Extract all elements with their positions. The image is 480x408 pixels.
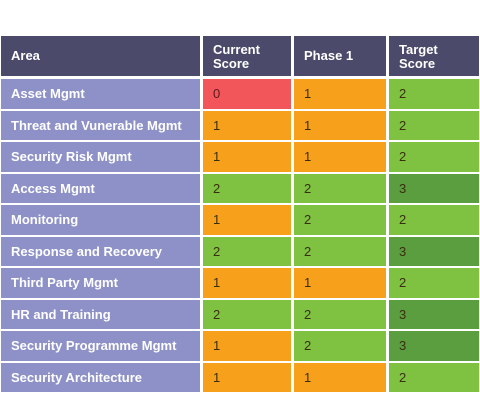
table-row: Security Programme Mgmt 1 2 3 [1, 331, 479, 361]
current-score-cell: 1 [203, 110, 291, 140]
target-score-cell: 2 [389, 362, 479, 392]
current-score-cell: 2 [203, 173, 291, 203]
target-score-cell: 2 [389, 79, 479, 109]
table-header-row: Area Current Score Phase 1 Target Score [1, 36, 479, 76]
area-cell: Response and Recovery [1, 236, 200, 266]
current-score-cell: 2 [203, 236, 291, 266]
header-area: Area [1, 36, 200, 76]
area-cell: Security Risk Mgmt [1, 142, 200, 172]
target-score-cell: 2 [389, 268, 479, 298]
header-current-line1: Current [213, 42, 260, 57]
area-cell: Security Architecture [1, 362, 200, 392]
phase1-score-cell: 2 [294, 299, 386, 329]
table-row: Response and Recovery 2 2 3 [1, 236, 479, 266]
area-cell: Third Party Mgmt [1, 268, 200, 298]
phase1-score-cell: 1 [294, 268, 386, 298]
area-cell: Threat and Vunerable Mgmt [1, 110, 200, 140]
phase1-score-cell: 2 [294, 331, 386, 361]
table-row: Access Mgmt 2 2 3 [1, 173, 479, 203]
table-body: Asset Mgmt 0 1 2 Threat and Vunerable Mgmt 1 1… [1, 79, 479, 392]
phase1-score-cell: 2 [294, 205, 386, 235]
maturity-score-table: Area Current Score Phase 1 Target Score … [1, 36, 479, 394]
table-row: Threat and Vunerable Mgmt 1 1 2 [1, 110, 479, 140]
table-row: Security Architecture 1 1 2 [1, 362, 479, 392]
table-row: Monitoring 1 2 2 [1, 205, 479, 235]
phase1-score-cell: 1 [294, 142, 386, 172]
header-current-line2: Score [213, 56, 250, 71]
area-cell: Asset Mgmt [1, 79, 200, 109]
header-phase1-label: Phase 1 [304, 48, 354, 63]
table-row: Third Party Mgmt 1 1 2 [1, 268, 479, 298]
target-score-cell: 3 [389, 236, 479, 266]
table-row: Security Risk Mgmt 1 1 2 [1, 142, 479, 172]
phase1-score-cell: 1 [294, 79, 386, 109]
header-target-score: Target Score [389, 36, 479, 76]
phase1-score-cell: 1 [294, 110, 386, 140]
table-row: Asset Mgmt 0 1 2 [1, 79, 479, 109]
area-cell: HR and Training [1, 299, 200, 329]
target-score-cell: 3 [389, 331, 479, 361]
header-target-line1: Target [399, 42, 438, 57]
phase1-score-cell: 2 [294, 236, 386, 266]
area-cell: Monitoring [1, 205, 200, 235]
current-score-cell: 2 [203, 299, 291, 329]
target-score-cell: 2 [389, 205, 479, 235]
current-score-cell: 1 [203, 362, 291, 392]
header-area-label: Area [11, 48, 40, 63]
area-cell: Security Programme Mgmt [1, 331, 200, 361]
current-score-cell: 1 [203, 142, 291, 172]
header-current-label: Current Score [213, 43, 260, 71]
current-score-cell: 1 [203, 268, 291, 298]
table-row: HR and Training 2 2 3 [1, 299, 479, 329]
header-target-label: Target Score [399, 43, 438, 71]
current-score-cell: 0 [203, 79, 291, 109]
phase1-score-cell: 2 [294, 173, 386, 203]
target-score-cell: 2 [389, 110, 479, 140]
area-cell: Access Mgmt [1, 173, 200, 203]
header-target-line2: Score [399, 56, 436, 71]
current-score-cell: 1 [203, 205, 291, 235]
target-score-cell: 3 [389, 299, 479, 329]
header-current-score: Current Score [203, 36, 291, 76]
target-score-cell: 2 [389, 142, 479, 172]
target-score-cell: 3 [389, 173, 479, 203]
phase1-score-cell: 1 [294, 362, 386, 392]
header-phase1: Phase 1 [294, 36, 386, 76]
current-score-cell: 1 [203, 331, 291, 361]
